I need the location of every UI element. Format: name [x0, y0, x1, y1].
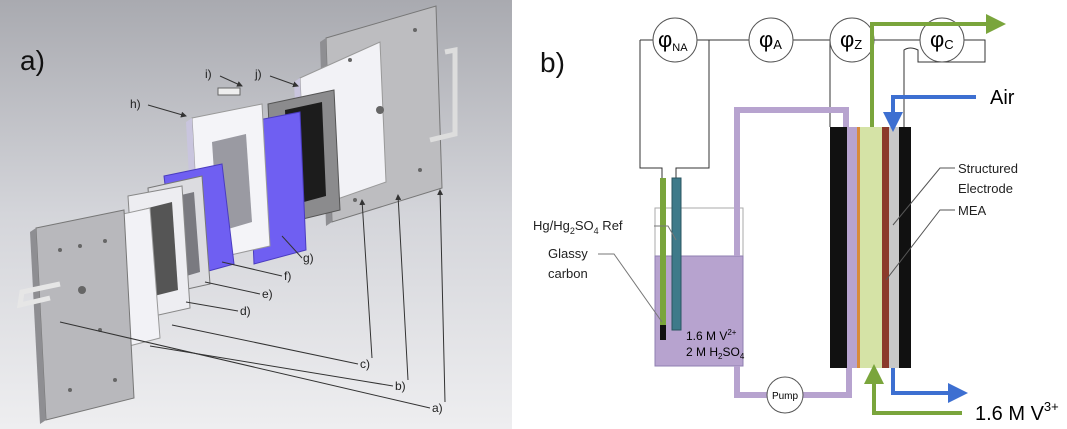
- subscript: 4: [740, 352, 745, 361]
- callout: i): [205, 67, 212, 81]
- label-line: Electrode: [958, 181, 1013, 196]
- glassy-carbon-label: Glassy carbon: [548, 246, 588, 281]
- text: 1.6 M V: [686, 329, 727, 343]
- superscript: 2+: [727, 328, 736, 337]
- label-line: Glassy: [548, 246, 588, 261]
- anolyte-acid: 2 M H2SO4: [686, 345, 745, 361]
- structured-electrode-label: Structured Electrode: [958, 161, 1018, 196]
- subscript: C: [944, 37, 953, 52]
- panel-a: a) i): [0, 0, 512, 429]
- symbol: φ: [658, 27, 672, 52]
- symbol: φ: [759, 27, 773, 52]
- electrode-tip: [660, 325, 666, 340]
- text: SO: [575, 218, 594, 233]
- membrane: [857, 127, 860, 368]
- mea-label: MEA: [958, 203, 987, 218]
- callout: e): [262, 287, 273, 301]
- leader-line: [598, 254, 662, 322]
- text: Hg/Hg: [533, 218, 570, 233]
- figure: a) i): [0, 0, 1067, 429]
- outflow-arrow: [893, 368, 960, 393]
- callout: j): [254, 67, 262, 81]
- air-label: Air: [990, 87, 1015, 109]
- callout: a): [432, 401, 443, 415]
- end-plate: [899, 127, 911, 368]
- subscript: A: [773, 37, 782, 52]
- callout: d): [240, 304, 251, 318]
- catholyte-label: 1.6 M V3+: [975, 399, 1059, 425]
- end-plate: [36, 210, 134, 420]
- callout: b): [395, 379, 406, 393]
- end-plate: [830, 127, 847, 368]
- symbol: φ: [840, 27, 854, 52]
- callout: f): [284, 269, 291, 283]
- panel-label: b): [540, 47, 565, 78]
- label-line: Structured: [958, 161, 1018, 176]
- positive-half-cell: [860, 127, 882, 368]
- mea: [882, 127, 889, 368]
- negative-half-cell: [847, 127, 857, 368]
- part-i: [218, 88, 240, 95]
- superscript: 3+: [1044, 399, 1059, 414]
- air-inflow-arrow: [893, 97, 976, 124]
- reference-electrode: [672, 178, 681, 330]
- panel-label: a): [20, 45, 45, 76]
- subscript: NA: [672, 42, 688, 54]
- text: 2 M H: [686, 345, 718, 359]
- symbol: φ: [930, 27, 944, 52]
- pump-label: Pump: [772, 391, 799, 402]
- pipe: [737, 110, 846, 256]
- panel-b: b) φNA φA φZ φC Pump: [533, 18, 1059, 425]
- subscript: Z: [854, 37, 862, 52]
- text: 1.6 M V: [975, 403, 1045, 425]
- gas-diffusion: [889, 127, 899, 368]
- text: Ref: [599, 218, 623, 233]
- callout: h): [130, 97, 141, 111]
- reference-label: Hg/Hg2SO4 Ref: [533, 218, 623, 236]
- glassy-carbon-electrode: [660, 178, 666, 328]
- callout: g): [303, 251, 314, 265]
- callout: c): [360, 357, 370, 371]
- text: SO: [722, 345, 739, 359]
- label-line: carbon: [548, 266, 588, 281]
